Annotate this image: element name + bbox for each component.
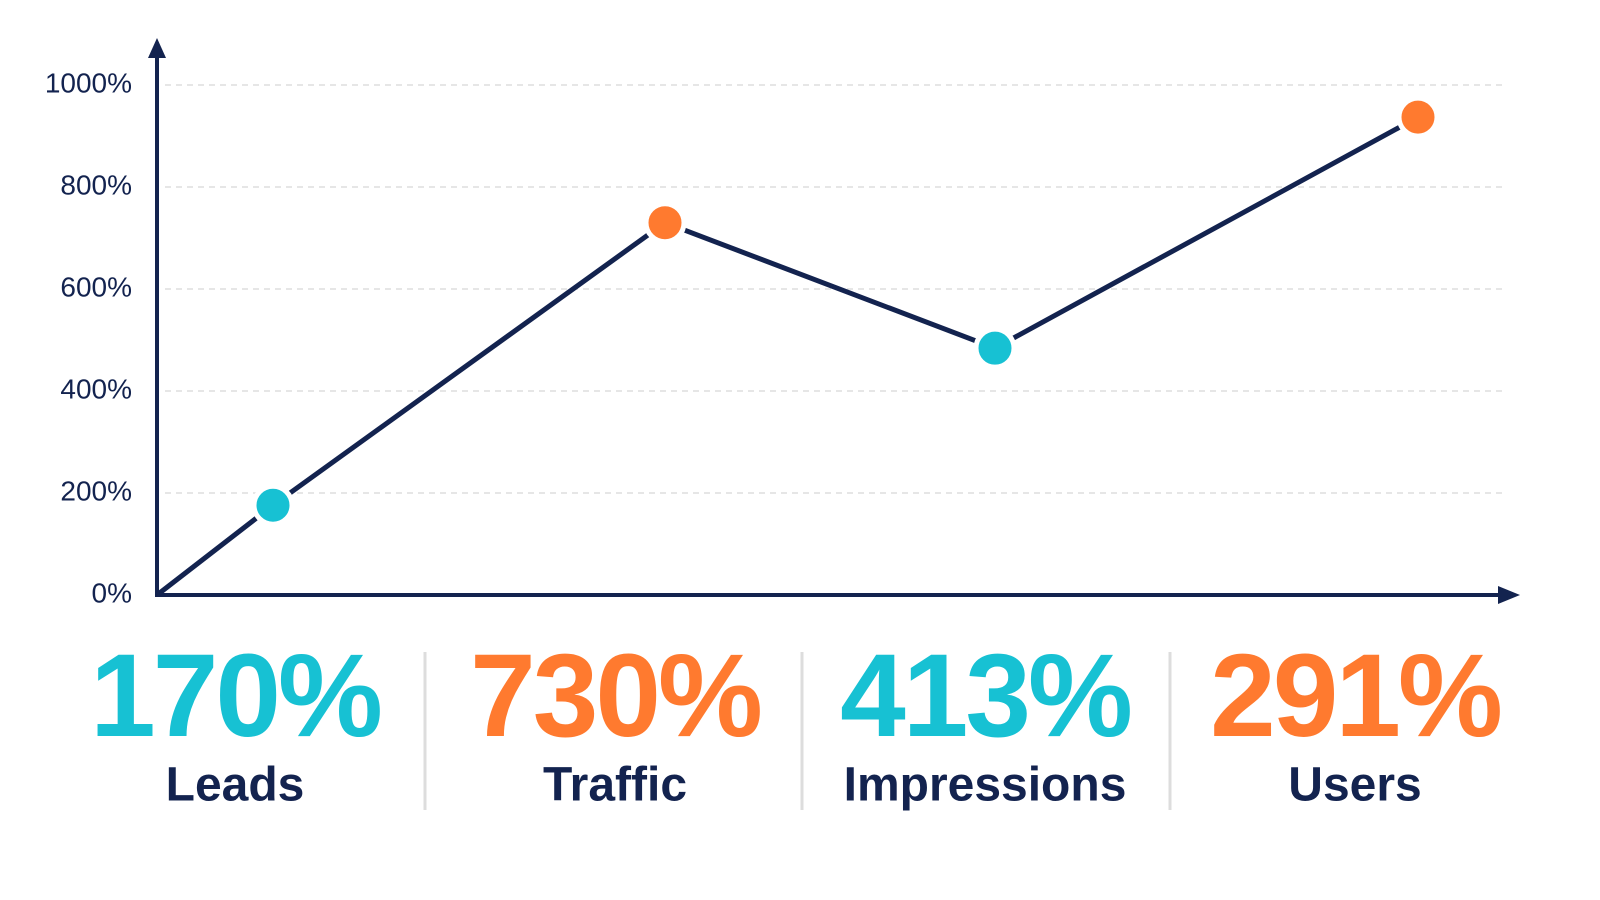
y-tick-label: 0% <box>92 577 132 608</box>
stat-label: Impressions <box>844 759 1127 812</box>
y-tick-label: 400% <box>60 373 132 404</box>
stat-value: 413% <box>840 630 1130 762</box>
data-point <box>1396 95 1440 139</box>
y-axis-arrow <box>148 38 166 58</box>
y-tick-label: 1000% <box>45 67 132 98</box>
y-tick-label: 600% <box>60 271 132 302</box>
stat-label: Users <box>1288 759 1421 812</box>
stat-value: 291% <box>1210 630 1500 762</box>
data-point <box>643 201 687 245</box>
stat-value: 170% <box>90 630 380 762</box>
y-tick-label: 200% <box>60 475 132 506</box>
stat-value: 730% <box>470 630 760 762</box>
data-point <box>973 326 1017 370</box>
stat-label: Leads <box>166 759 305 812</box>
stat-label: Traffic <box>543 759 687 812</box>
y-tick-label: 800% <box>60 169 132 200</box>
data-point <box>251 483 295 527</box>
x-axis-arrow <box>1498 586 1520 604</box>
